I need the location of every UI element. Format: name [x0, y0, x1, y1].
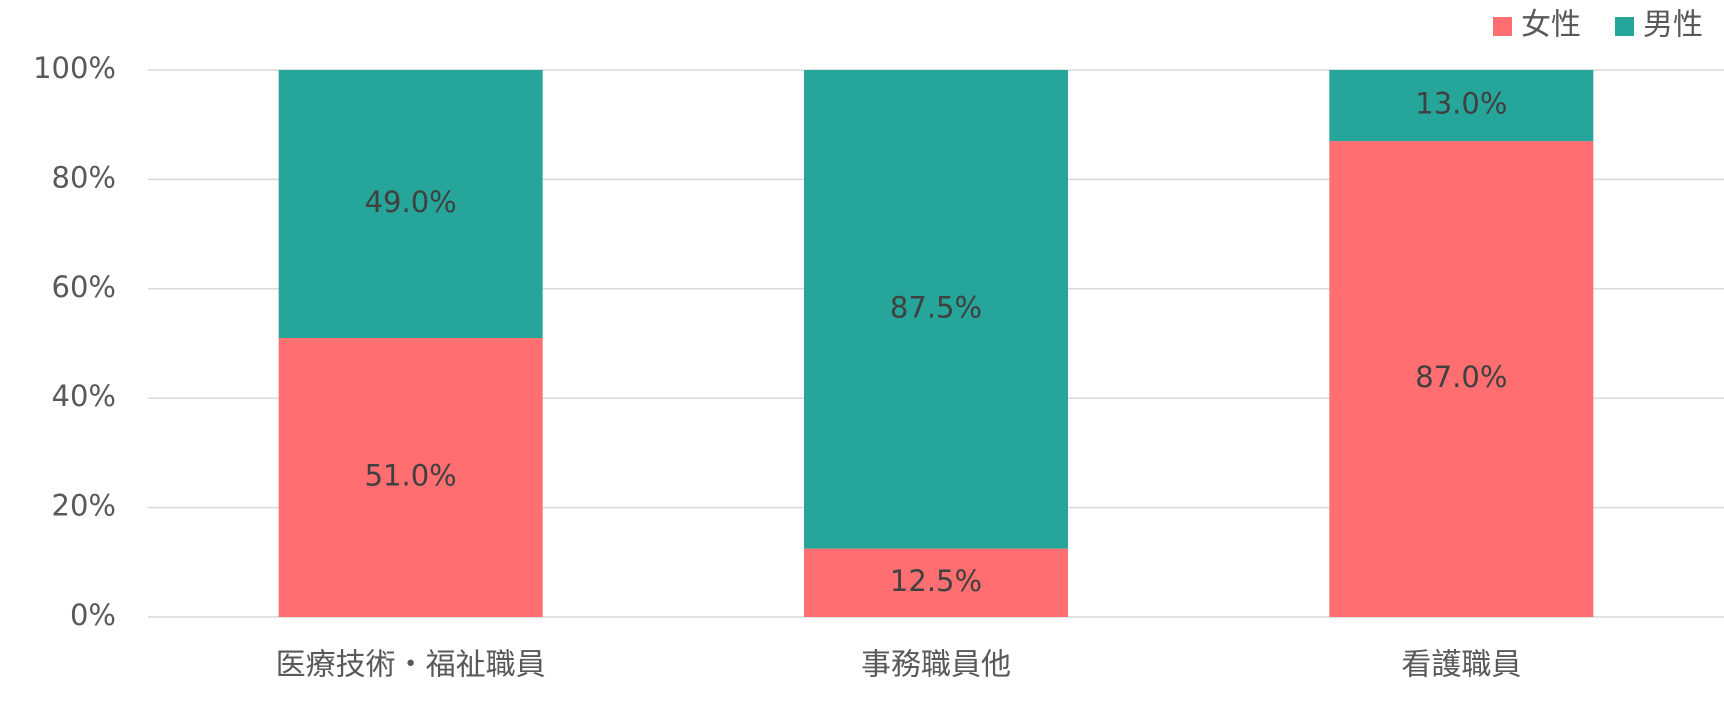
y-tick-label: 40%: [52, 379, 116, 413]
bar-segment: [1329, 141, 1594, 618]
y-tick-label: 100%: [33, 51, 116, 85]
legend-label: 女性: [1521, 8, 1581, 43]
x-tick-label: 看護職員: [1401, 648, 1521, 683]
legend-label: 男性: [1643, 8, 1703, 43]
legend-swatch: [1493, 17, 1512, 36]
data-label: 12.5%: [890, 564, 982, 598]
data-label: 87.0%: [1415, 360, 1507, 394]
x-tick-label: 医療技術・福祉職員: [276, 648, 546, 683]
y-tick-label: 80%: [52, 160, 116, 194]
bar-segment: [804, 548, 1068, 617]
data-label: 49.0%: [365, 185, 457, 219]
legend-swatch: [1615, 17, 1634, 36]
x-tick-label: 事務職員他: [861, 648, 1011, 683]
data-label: 51.0%: [365, 459, 457, 493]
bar-segment: [278, 70, 543, 339]
y-tick-label: 60%: [52, 270, 116, 304]
bar-segment: [278, 338, 543, 617]
bar-segment: [1329, 70, 1594, 142]
y-tick-label: 20%: [52, 489, 116, 523]
y-tick-label: 0%: [70, 598, 116, 632]
bar-segment: [804, 70, 1068, 549]
data-label: 13.0%: [1415, 87, 1507, 121]
data-label: 87.5%: [890, 290, 982, 324]
